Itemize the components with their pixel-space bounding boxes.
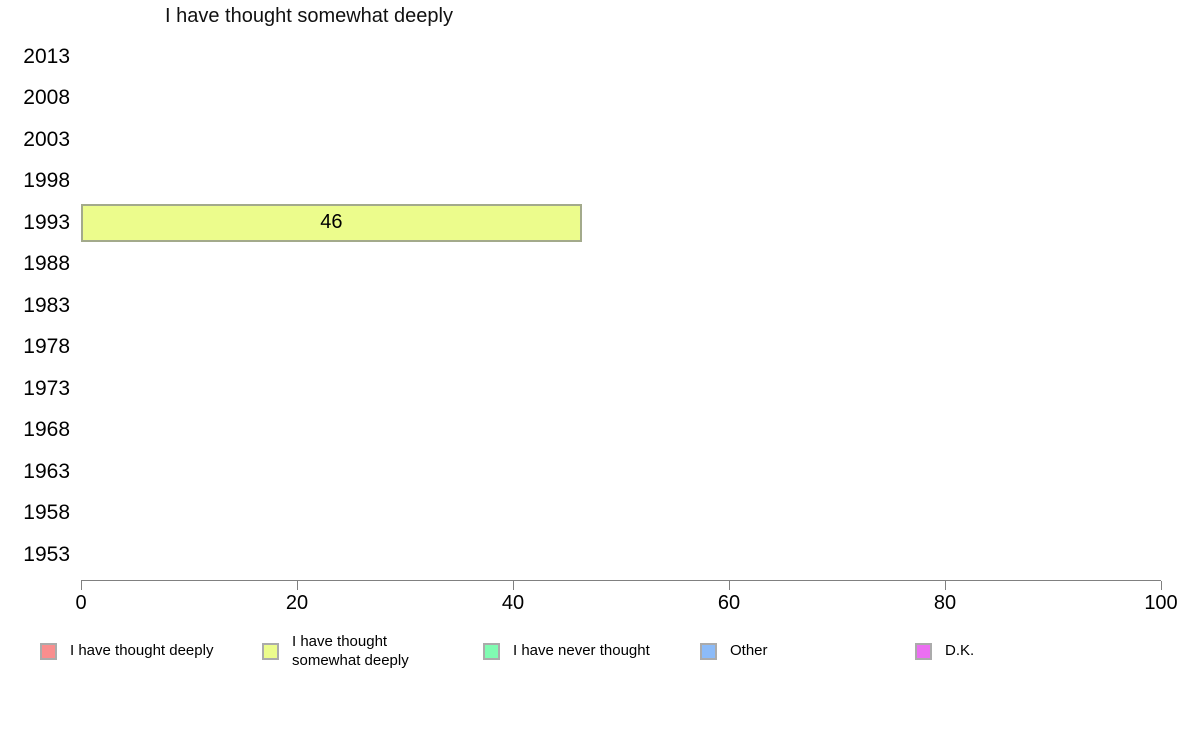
chart-row: 2008	[0, 78, 1161, 120]
x-axis-tick: 60	[718, 581, 740, 614]
y-axis-label: 1983	[23, 293, 70, 317]
x-axis-tick: 0	[75, 581, 87, 614]
y-axis-label: 1963	[23, 459, 70, 483]
bar-area	[81, 327, 1161, 369]
y-axis-label: 2008	[23, 86, 70, 110]
legend-swatch	[262, 642, 279, 660]
bar-1993[interactable]: 46	[81, 203, 582, 242]
legend-label: I have thought somewhat deeply	[292, 632, 409, 670]
y-axis-label: 1988	[23, 252, 70, 276]
bar-area	[81, 244, 1161, 286]
legend-swatch	[915, 642, 932, 660]
x-axis-tick: 20	[286, 581, 308, 614]
legend-item-3[interactable]: I have never thought	[483, 629, 650, 673]
y-axis-label: 1993	[23, 210, 70, 234]
y-axis-label: 1973	[23, 376, 70, 400]
x-axis-tick-label: 0	[75, 592, 87, 614]
x-axis-tick: 40	[502, 581, 524, 614]
bar-value-label: 46	[320, 211, 343, 234]
bar-area	[81, 285, 1161, 327]
y-axis-label: 1998	[23, 169, 70, 193]
bar-area	[81, 78, 1161, 120]
chart-row: 2003	[0, 119, 1161, 161]
y-axis-label: 2003	[23, 127, 70, 151]
bar-area: 46	[81, 202, 1161, 244]
x-axis-tick-label: 80	[933, 592, 957, 614]
chart-row: 1993 46	[0, 202, 1161, 244]
x-axis-tick: 80	[934, 581, 956, 614]
x-axis-tick-label: 40	[501, 592, 525, 614]
legend-item-5[interactable]: D.K.	[915, 629, 974, 673]
y-axis-label: 2013	[23, 44, 70, 68]
chart-title: I have thought somewhat deeply	[165, 5, 453, 27]
bar-area	[81, 36, 1161, 78]
chart-row: 1978	[0, 327, 1161, 369]
legend-item-2[interactable]: I have thought somewhat deeply	[262, 629, 420, 673]
x-axis-tick-label: 20	[285, 592, 309, 614]
chart-row: 1983	[0, 285, 1161, 327]
legend-label: I have thought deeply	[70, 642, 214, 660]
bar-area	[81, 493, 1161, 535]
chart-row: 2013	[0, 36, 1161, 78]
legend-label: I have never thought	[513, 642, 650, 660]
bar-area	[81, 161, 1161, 203]
chart-row: 1958	[0, 493, 1161, 535]
bar-area	[81, 410, 1161, 452]
legend-swatch	[40, 642, 57, 660]
chart-row: 1963	[0, 451, 1161, 493]
y-axis-label: 1968	[23, 418, 70, 442]
chart-row: 1998	[0, 161, 1161, 203]
chart-row: 1953	[0, 534, 1161, 576]
chart-row: 1973	[0, 368, 1161, 410]
y-axis-label: 1978	[23, 335, 70, 359]
y-axis-label: 1953	[23, 542, 70, 566]
bar-area	[81, 451, 1161, 493]
x-axis-tick-label: 60	[717, 592, 741, 614]
legend-label: Other	[730, 642, 768, 660]
x-axis-tick: 100	[1144, 581, 1178, 614]
x-axis: 0 20 40 60 80 100	[75, 580, 1178, 621]
bar-area	[81, 368, 1161, 410]
legend-swatch	[700, 642, 717, 660]
bar-area	[81, 119, 1161, 161]
chart-row: 1968	[0, 410, 1161, 452]
chart-row: 1988	[0, 244, 1161, 286]
x-axis-tick-label: 100	[1144, 592, 1178, 614]
legend-label: D.K.	[945, 642, 975, 660]
bar-area	[81, 534, 1161, 576]
plot-rows: 2013 2008 2003 1998 1993 46 1988 1983 1978 1973 19…	[0, 36, 1161, 576]
legend: I have thought deeply I have thought some…	[0, 629, 1188, 673]
y-axis-label: 1958	[23, 501, 70, 525]
legend-item-4[interactable]: Other	[700, 629, 768, 673]
legend-item-1[interactable]: I have thought deeply	[40, 629, 213, 673]
legend-swatch	[483, 642, 500, 660]
